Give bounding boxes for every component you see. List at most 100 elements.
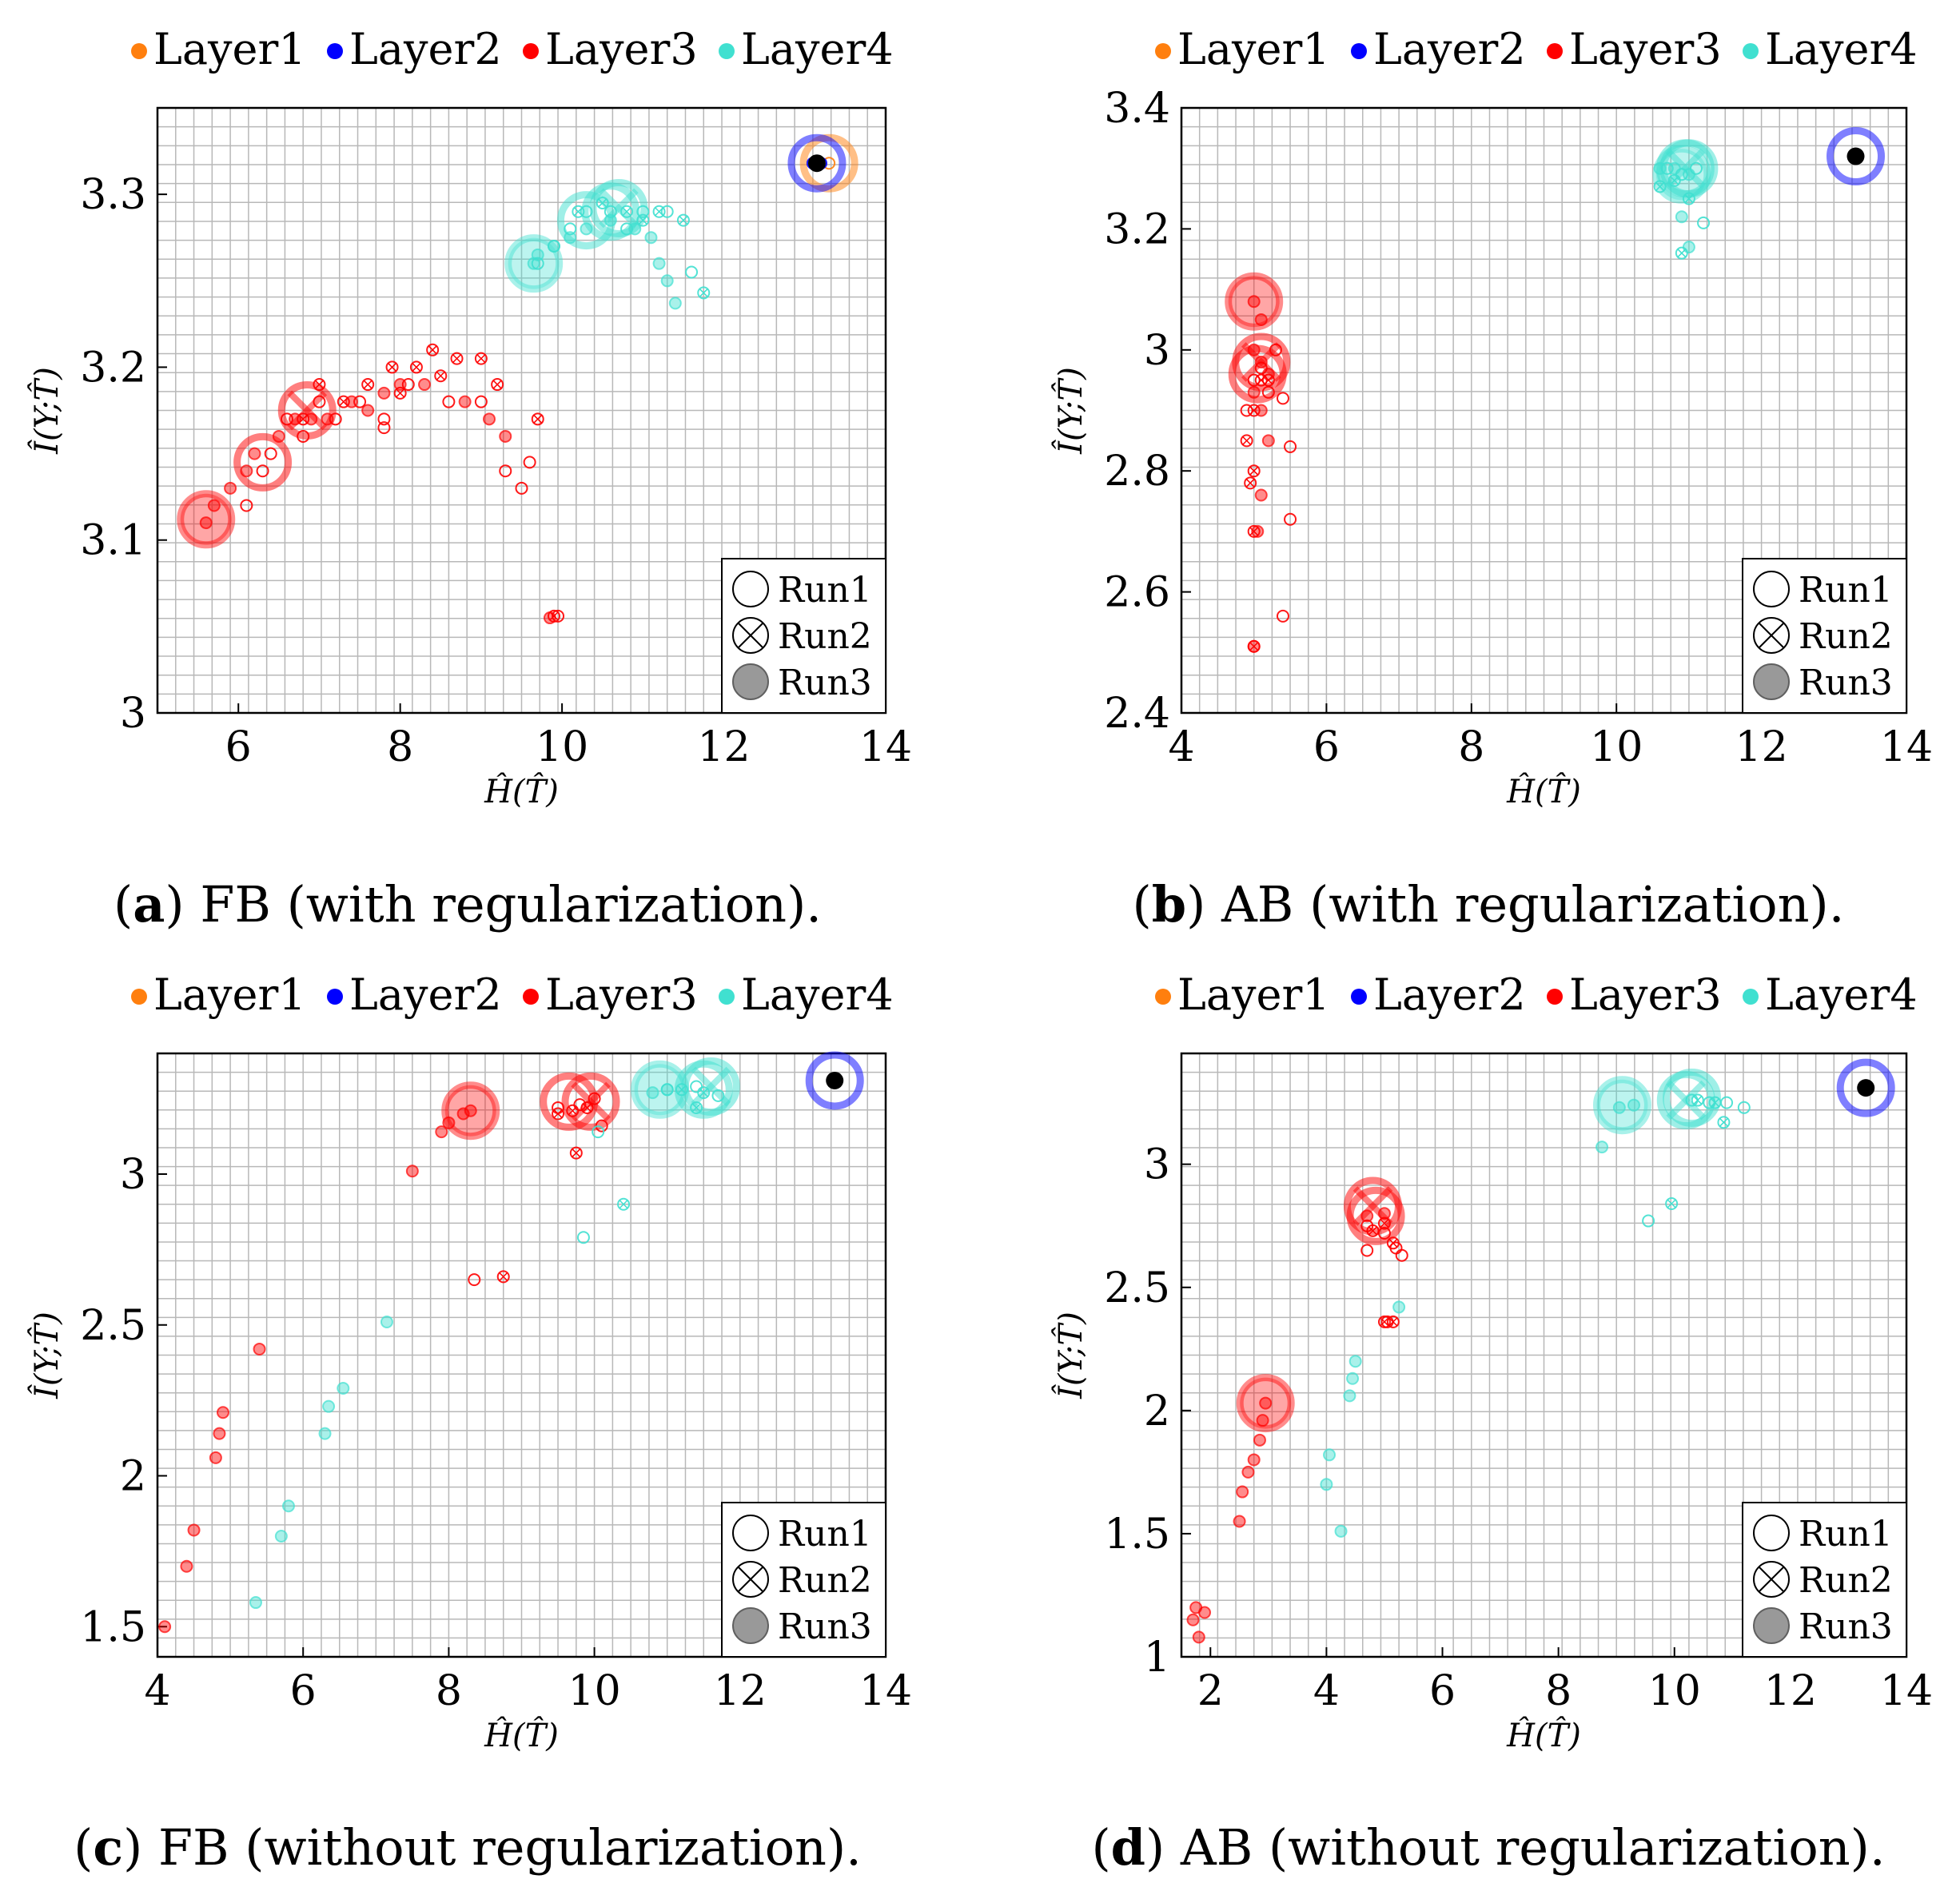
legend-item-run1[interactable]: Run1 [732,1514,872,1555]
x-tick-label: 8 [436,1667,462,1715]
legend-item-layer3[interactable]: Layer3 [523,24,698,74]
legend-item-layer4[interactable]: Layer4 [1743,24,1918,74]
x-tick-label: 12 [697,723,750,771]
data-point [1653,180,1667,193]
data-point [199,516,213,530]
plot-frame [156,106,887,715]
data-point [1254,355,1268,368]
data-point-cross [1380,1219,1389,1228]
legend-item-run3[interactable]: Run3 [1753,1606,1893,1647]
data-point [456,1107,470,1121]
legend-item-layer3[interactable]: Layer3 [1547,24,1722,74]
data-point [620,205,634,218]
highlight-cross [691,1066,731,1107]
data-point [1386,1315,1400,1328]
legend-marker [1753,1561,1790,1598]
data-point [499,429,512,443]
legend-item-run2[interactable]: Run2 [732,1560,872,1601]
y-tick-label: 2.5 [1104,1264,1170,1312]
legend-item-run2[interactable]: Run2 [1753,616,1893,657]
data-point [676,213,690,227]
data-point [418,378,432,392]
highlight-marker [556,191,615,250]
data-point [1377,1216,1391,1230]
data-point [434,369,448,383]
series-layer3-run3-final [543,611,556,625]
legend-label: Run1 [778,570,872,611]
legend-item-layer4[interactable]: Layer4 [719,24,894,74]
legend-item-layer1[interactable]: Layer1 [131,24,306,74]
data-point [377,386,391,400]
data-point [1254,488,1268,502]
data-point [499,464,512,478]
data-point [552,1107,565,1121]
y-tick-label: 1 [1144,1634,1170,1682]
x-tick-label: 10 [568,1667,621,1715]
highlight-marker [561,1072,620,1131]
data-point [474,395,488,408]
data-point [1612,1101,1626,1114]
data-point [380,1315,393,1328]
y-tick-label: 2.6 [1104,569,1170,617]
data-point-cross [572,1149,581,1158]
data-point [1261,373,1275,387]
data-point [180,1559,193,1573]
legend-item-layer2[interactable]: Layer2 [327,24,502,74]
legend-item-run2[interactable]: Run2 [732,616,872,657]
data-point-cross [1249,527,1259,536]
legend-item-run3[interactable]: Run3 [732,663,872,703]
data-point [1186,1613,1200,1626]
legend-item-layer4[interactable]: Layer4 [1743,969,1918,1020]
legend-item-run3[interactable]: Run3 [732,1606,872,1647]
legend-marker [1155,989,1171,1005]
data-point [1254,313,1268,326]
legend-item-layer3[interactable]: Layer3 [523,969,698,1020]
legend-item-run2[interactable]: Run2 [1753,1560,1893,1601]
legend-item-layer1[interactable]: Layer1 [1155,24,1330,74]
data-point [596,196,609,209]
legend-label: Run3 [1799,663,1893,703]
legend-item-layer1[interactable]: Layer1 [131,969,306,1020]
data-point [248,447,261,460]
legend-marker [1753,571,1790,607]
legend-item-layer2[interactable]: Layer2 [327,969,502,1020]
data-point [564,231,577,245]
legend-item-layer2[interactable]: Layer2 [1351,24,1526,74]
data-point-cross [568,1106,577,1116]
data-point [1247,385,1261,399]
highlight-marker [589,178,648,237]
legend-item-run1[interactable]: Run1 [1753,570,1893,611]
legend-item-layer2[interactable]: Layer2 [1351,969,1526,1020]
data-point [224,481,237,495]
x-tick-label: 8 [1545,1667,1572,1715]
legend-item-layer1[interactable]: Layer1 [1155,969,1330,1020]
grid [157,1053,886,1657]
legend-item-run1[interactable]: Run1 [732,570,872,611]
data-point [1251,524,1265,538]
data-point [1233,1515,1246,1528]
y-tick-label: 3 [120,1151,146,1199]
legend-marker-cross [1759,623,1784,648]
data-point [1254,404,1268,417]
legend-label: Layer3 [1569,969,1722,1020]
data-point [1284,512,1297,526]
legend-item-layer4[interactable]: Layer4 [719,969,894,1020]
x-tick-label: 14 [859,723,912,771]
legend-marker [1547,43,1563,59]
data-point [1284,440,1297,453]
plot-frame [1180,1052,1908,1658]
x-tick-label: 6 [1313,723,1340,771]
data-point [1395,1248,1408,1262]
legend-label: Layer4 [741,969,894,1020]
data-point [1240,404,1253,417]
data-point [1667,173,1681,187]
y-axis-label: Î(Y;T̂) [28,367,66,455]
legend-item-run1[interactable]: Run1 [1753,1514,1893,1555]
legend-marker [732,663,769,700]
data-point [628,222,642,236]
legend-item-layer3[interactable]: Layer3 [1547,969,1722,1020]
legend-item-run3[interactable]: Run3 [1753,663,1893,703]
data-point-cross [699,1088,708,1097]
